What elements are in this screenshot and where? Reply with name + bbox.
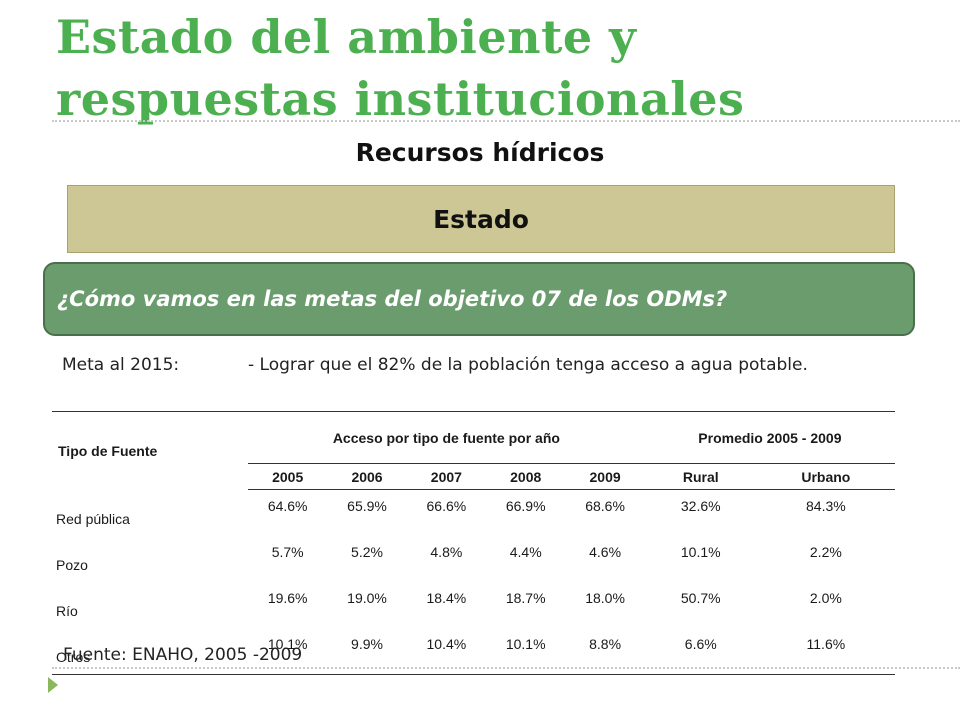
table-cell: 68.6%: [585, 498, 625, 514]
header-source: Tipo de Fuente: [52, 411, 248, 490]
table-row: Pozo 5.7% 5.2% 4.8% 4.4% 4.6% 10.1% 2.2%: [52, 536, 895, 582]
table-cell: 64.6%: [267, 498, 308, 514]
title-divider: [52, 120, 960, 122]
urban-header: Urbano: [756, 463, 895, 490]
table-cell: 10.1%: [248, 627, 328, 675]
meta-text: - Lograr que el 82% de la población teng…: [248, 355, 808, 375]
table-cell: 32.6%: [680, 498, 721, 514]
table-cell: 10.1%: [680, 543, 721, 560]
rural-header: Rural: [644, 463, 757, 490]
table-cell: 5.7%: [271, 543, 304, 560]
table-cell: 19.6%: [267, 589, 308, 606]
table-cell: 8.8%: [565, 627, 645, 675]
table-cell: 19.0%: [347, 589, 387, 606]
year-header: 2005: [248, 463, 328, 490]
subtitle: Recursos hídricos: [355, 138, 605, 167]
source-note: Fuente: ENAHO, 2005 -2009: [63, 645, 303, 665]
header-average: Promedio 2005 - 2009: [644, 411, 895, 464]
question-banner: ¿Cómo vamos en las metas del objetivo 07…: [43, 262, 915, 336]
table-cell: 66.6%: [426, 498, 467, 514]
table-cell: 65.9%: [347, 498, 387, 514]
bullet-arrow-icon: [48, 677, 58, 693]
water-access-table: Tipo de Fuente Acceso por tipo de fuente…: [52, 411, 895, 675]
meta-label: Meta al 2015:: [62, 355, 180, 375]
table-row: Otros 10.1% 9.9% 10.4% 10.1% 8.8% 6.6% 1…: [52, 627, 895, 675]
table-cell: 2.0%: [809, 589, 842, 606]
header-access: Acceso por tipo de fuente por año: [248, 411, 645, 464]
slide-title: Estado del ambiente y respuestas institu…: [56, 10, 745, 126]
question-text: ¿Cómo vamos en las metas del objetivo 07…: [57, 287, 728, 311]
table-cell: 5.2%: [351, 543, 383, 560]
table-cell: 4.6%: [589, 543, 622, 560]
row-source: Red pública: [56, 510, 130, 527]
table-cell: 4.8%: [430, 543, 463, 560]
table-cell: 4.4%: [509, 543, 542, 560]
year-header: 2007: [406, 463, 487, 490]
table-cell: 10.1%: [486, 627, 566, 675]
row-source: Río: [56, 602, 78, 619]
table-cell: 50.7%: [680, 589, 721, 606]
table-cell: 18.0%: [585, 589, 625, 606]
section-label: Estado: [433, 204, 529, 234]
table-cell: 18.7%: [505, 589, 546, 606]
table-cell: 10.4%: [406, 627, 487, 675]
table-cell: 2.2%: [809, 543, 842, 560]
table-cell: 11.6%: [756, 627, 895, 675]
table-cell: 9.9%: [327, 627, 407, 675]
year-header: 2008: [486, 463, 566, 490]
table-row: Río 19.6% 19.0% 18.4% 18.7% 18.0% 50.7% …: [52, 582, 895, 628]
year-header: 2006: [327, 463, 407, 490]
year-header: 2009: [565, 463, 645, 490]
footer-divider: [52, 667, 960, 669]
table-cell: 84.3%: [806, 498, 846, 514]
table-cell: 18.4%: [426, 589, 467, 606]
row-source: Otros: [52, 627, 248, 675]
table-cell: 6.6%: [644, 627, 757, 675]
table-cell: 66.9%: [505, 498, 546, 514]
table-row: Red pública 64.6% 65.9% 66.6% 66.9% 68.6…: [52, 490, 895, 536]
row-source: Pozo: [56, 556, 88, 573]
section-banner: Estado: [67, 185, 895, 253]
